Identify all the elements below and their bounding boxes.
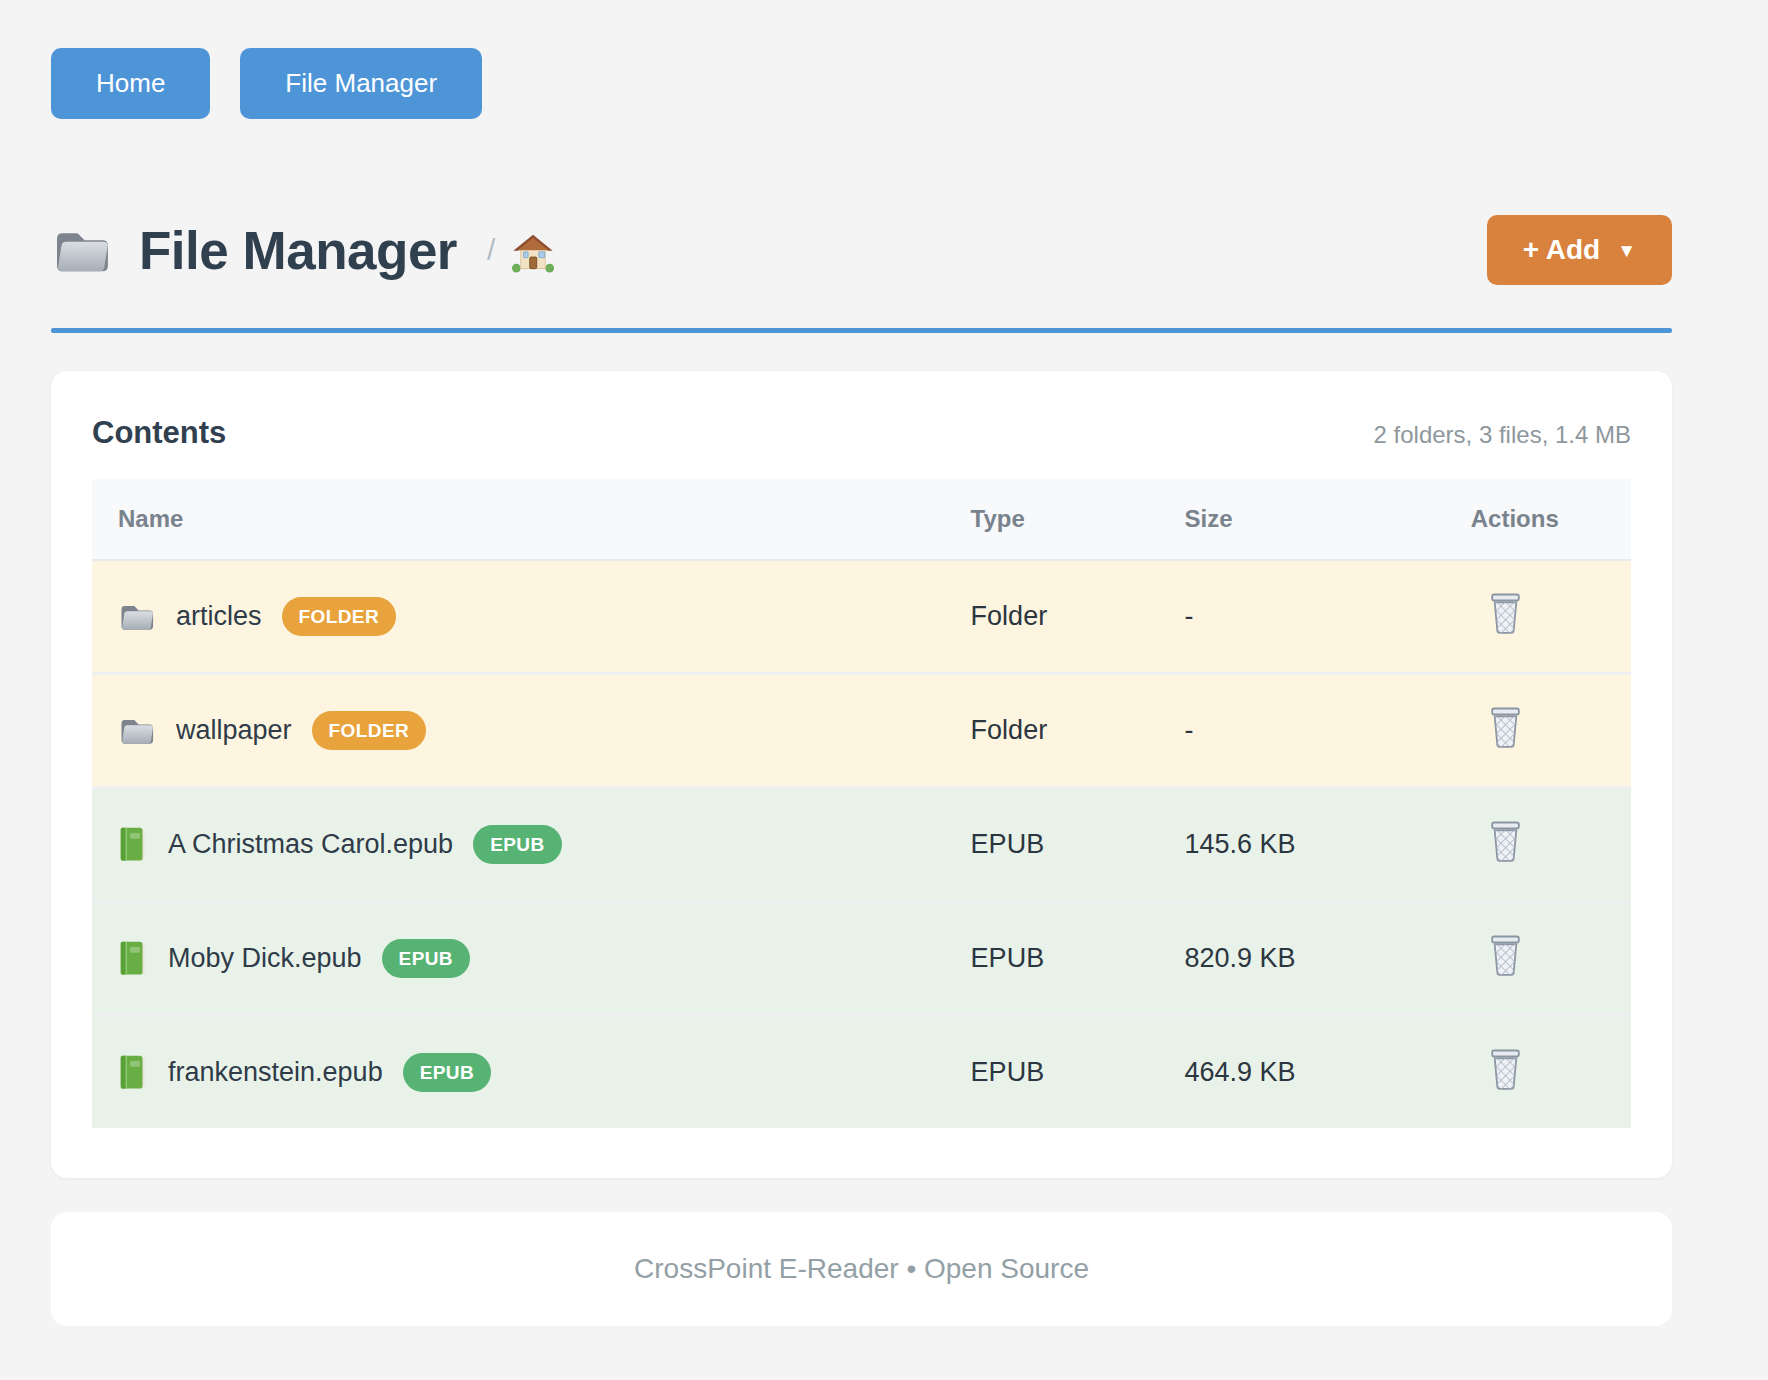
- trash-icon: [1487, 1048, 1524, 1091]
- home-icon[interactable]: [511, 232, 555, 274]
- type-badge: FOLDER: [312, 711, 427, 750]
- file-link[interactable]: A Christmas Carol.epub EPUB: [118, 825, 919, 864]
- table-header-row: Name Type Size Actions: [92, 479, 1631, 560]
- file-link[interactable]: wallpaper FOLDER: [118, 711, 919, 750]
- add-button[interactable]: + Add ▼: [1487, 215, 1672, 285]
- delete-button[interactable]: [1487, 706, 1524, 749]
- trash-icon: [1487, 934, 1524, 977]
- cell-size: 464.9 KB: [1159, 1016, 1445, 1129]
- column-header-type: Type: [945, 479, 1159, 560]
- contents-card: Contents 2 folders, 3 files, 1.4 MB Name…: [51, 371, 1672, 1178]
- file-name[interactable]: A Christmas Carol.epub: [168, 829, 453, 860]
- file-name[interactable]: frankenstein.epub: [168, 1057, 383, 1088]
- page: Home File Manager File Manager / + Add ▼…: [0, 0, 1768, 1326]
- book-icon: [118, 1054, 148, 1091]
- table-row: A Christmas Carol.epub EPUB EPUB 145.6 K…: [92, 788, 1631, 902]
- cell-size: -: [1159, 674, 1445, 788]
- contents-heading: Contents: [92, 415, 226, 451]
- page-header: File Manager / + Add ▼: [51, 215, 1672, 285]
- breadcrumb-separator: /: [487, 233, 495, 267]
- book-icon: [118, 826, 148, 863]
- type-badge: EPUB: [473, 825, 561, 864]
- caret-down-icon: ▼: [1617, 240, 1636, 262]
- table-row: frankenstein.epub EPUB EPUB 464.9 KB: [92, 1016, 1631, 1129]
- column-header-actions: Actions: [1445, 479, 1631, 560]
- file-name[interactable]: articles: [176, 601, 262, 632]
- type-badge: FOLDER: [282, 597, 397, 636]
- cell-size: -: [1159, 560, 1445, 674]
- delete-button[interactable]: [1487, 820, 1524, 863]
- delete-button[interactable]: [1487, 934, 1524, 977]
- cell-size: 145.6 KB: [1159, 788, 1445, 902]
- files-table: Name Type Size Actions articles FOLDER F…: [92, 479, 1631, 1128]
- delete-button[interactable]: [1487, 1048, 1524, 1091]
- cell-type: EPUB: [945, 1016, 1159, 1129]
- file-link[interactable]: Moby Dick.epub EPUB: [118, 939, 919, 978]
- file-link[interactable]: frankenstein.epub EPUB: [118, 1053, 919, 1092]
- table-row: wallpaper FOLDER Folder -: [92, 674, 1631, 788]
- folder-icon: [118, 715, 156, 746]
- cell-size: 820.9 KB: [1159, 902, 1445, 1016]
- contents-summary: 2 folders, 3 files, 1.4 MB: [1374, 421, 1631, 449]
- cell-type: EPUB: [945, 902, 1159, 1016]
- cell-type: EPUB: [945, 788, 1159, 902]
- cell-type: Folder: [945, 674, 1159, 788]
- footer-card: CrossPoint E-Reader • Open Source: [51, 1212, 1672, 1326]
- folder-icon: [118, 601, 156, 632]
- table-row: articles FOLDER Folder -: [92, 560, 1631, 674]
- table-row: Moby Dick.epub EPUB EPUB 820.9 KB: [92, 902, 1631, 1016]
- type-badge: EPUB: [382, 939, 470, 978]
- breadcrumb: /: [487, 229, 555, 271]
- folder-icon: [51, 225, 113, 275]
- trash-icon: [1487, 592, 1524, 635]
- file-name[interactable]: wallpaper: [176, 715, 292, 746]
- file-name[interactable]: Moby Dick.epub: [168, 943, 362, 974]
- file-link[interactable]: articles FOLDER: [118, 597, 919, 636]
- header-divider: [51, 328, 1672, 333]
- book-icon: [118, 940, 148, 977]
- nav-button-file-manager[interactable]: File Manager: [240, 48, 482, 119]
- column-header-name: Name: [92, 479, 945, 560]
- footer-text: CrossPoint E-Reader • Open Source: [634, 1253, 1089, 1285]
- delete-button[interactable]: [1487, 592, 1524, 635]
- nav-button-home[interactable]: Home: [51, 48, 210, 119]
- trash-icon: [1487, 820, 1524, 863]
- add-button-label: + Add: [1523, 234, 1601, 266]
- cell-type: Folder: [945, 560, 1159, 674]
- trash-icon: [1487, 706, 1524, 749]
- type-badge: EPUB: [403, 1053, 491, 1092]
- page-title: File Manager: [139, 220, 457, 281]
- table-body: articles FOLDER Folder - wallpaper FOLDE…: [92, 560, 1631, 1128]
- top-nav: Home File Manager: [51, 48, 1672, 119]
- column-header-size: Size: [1159, 479, 1445, 560]
